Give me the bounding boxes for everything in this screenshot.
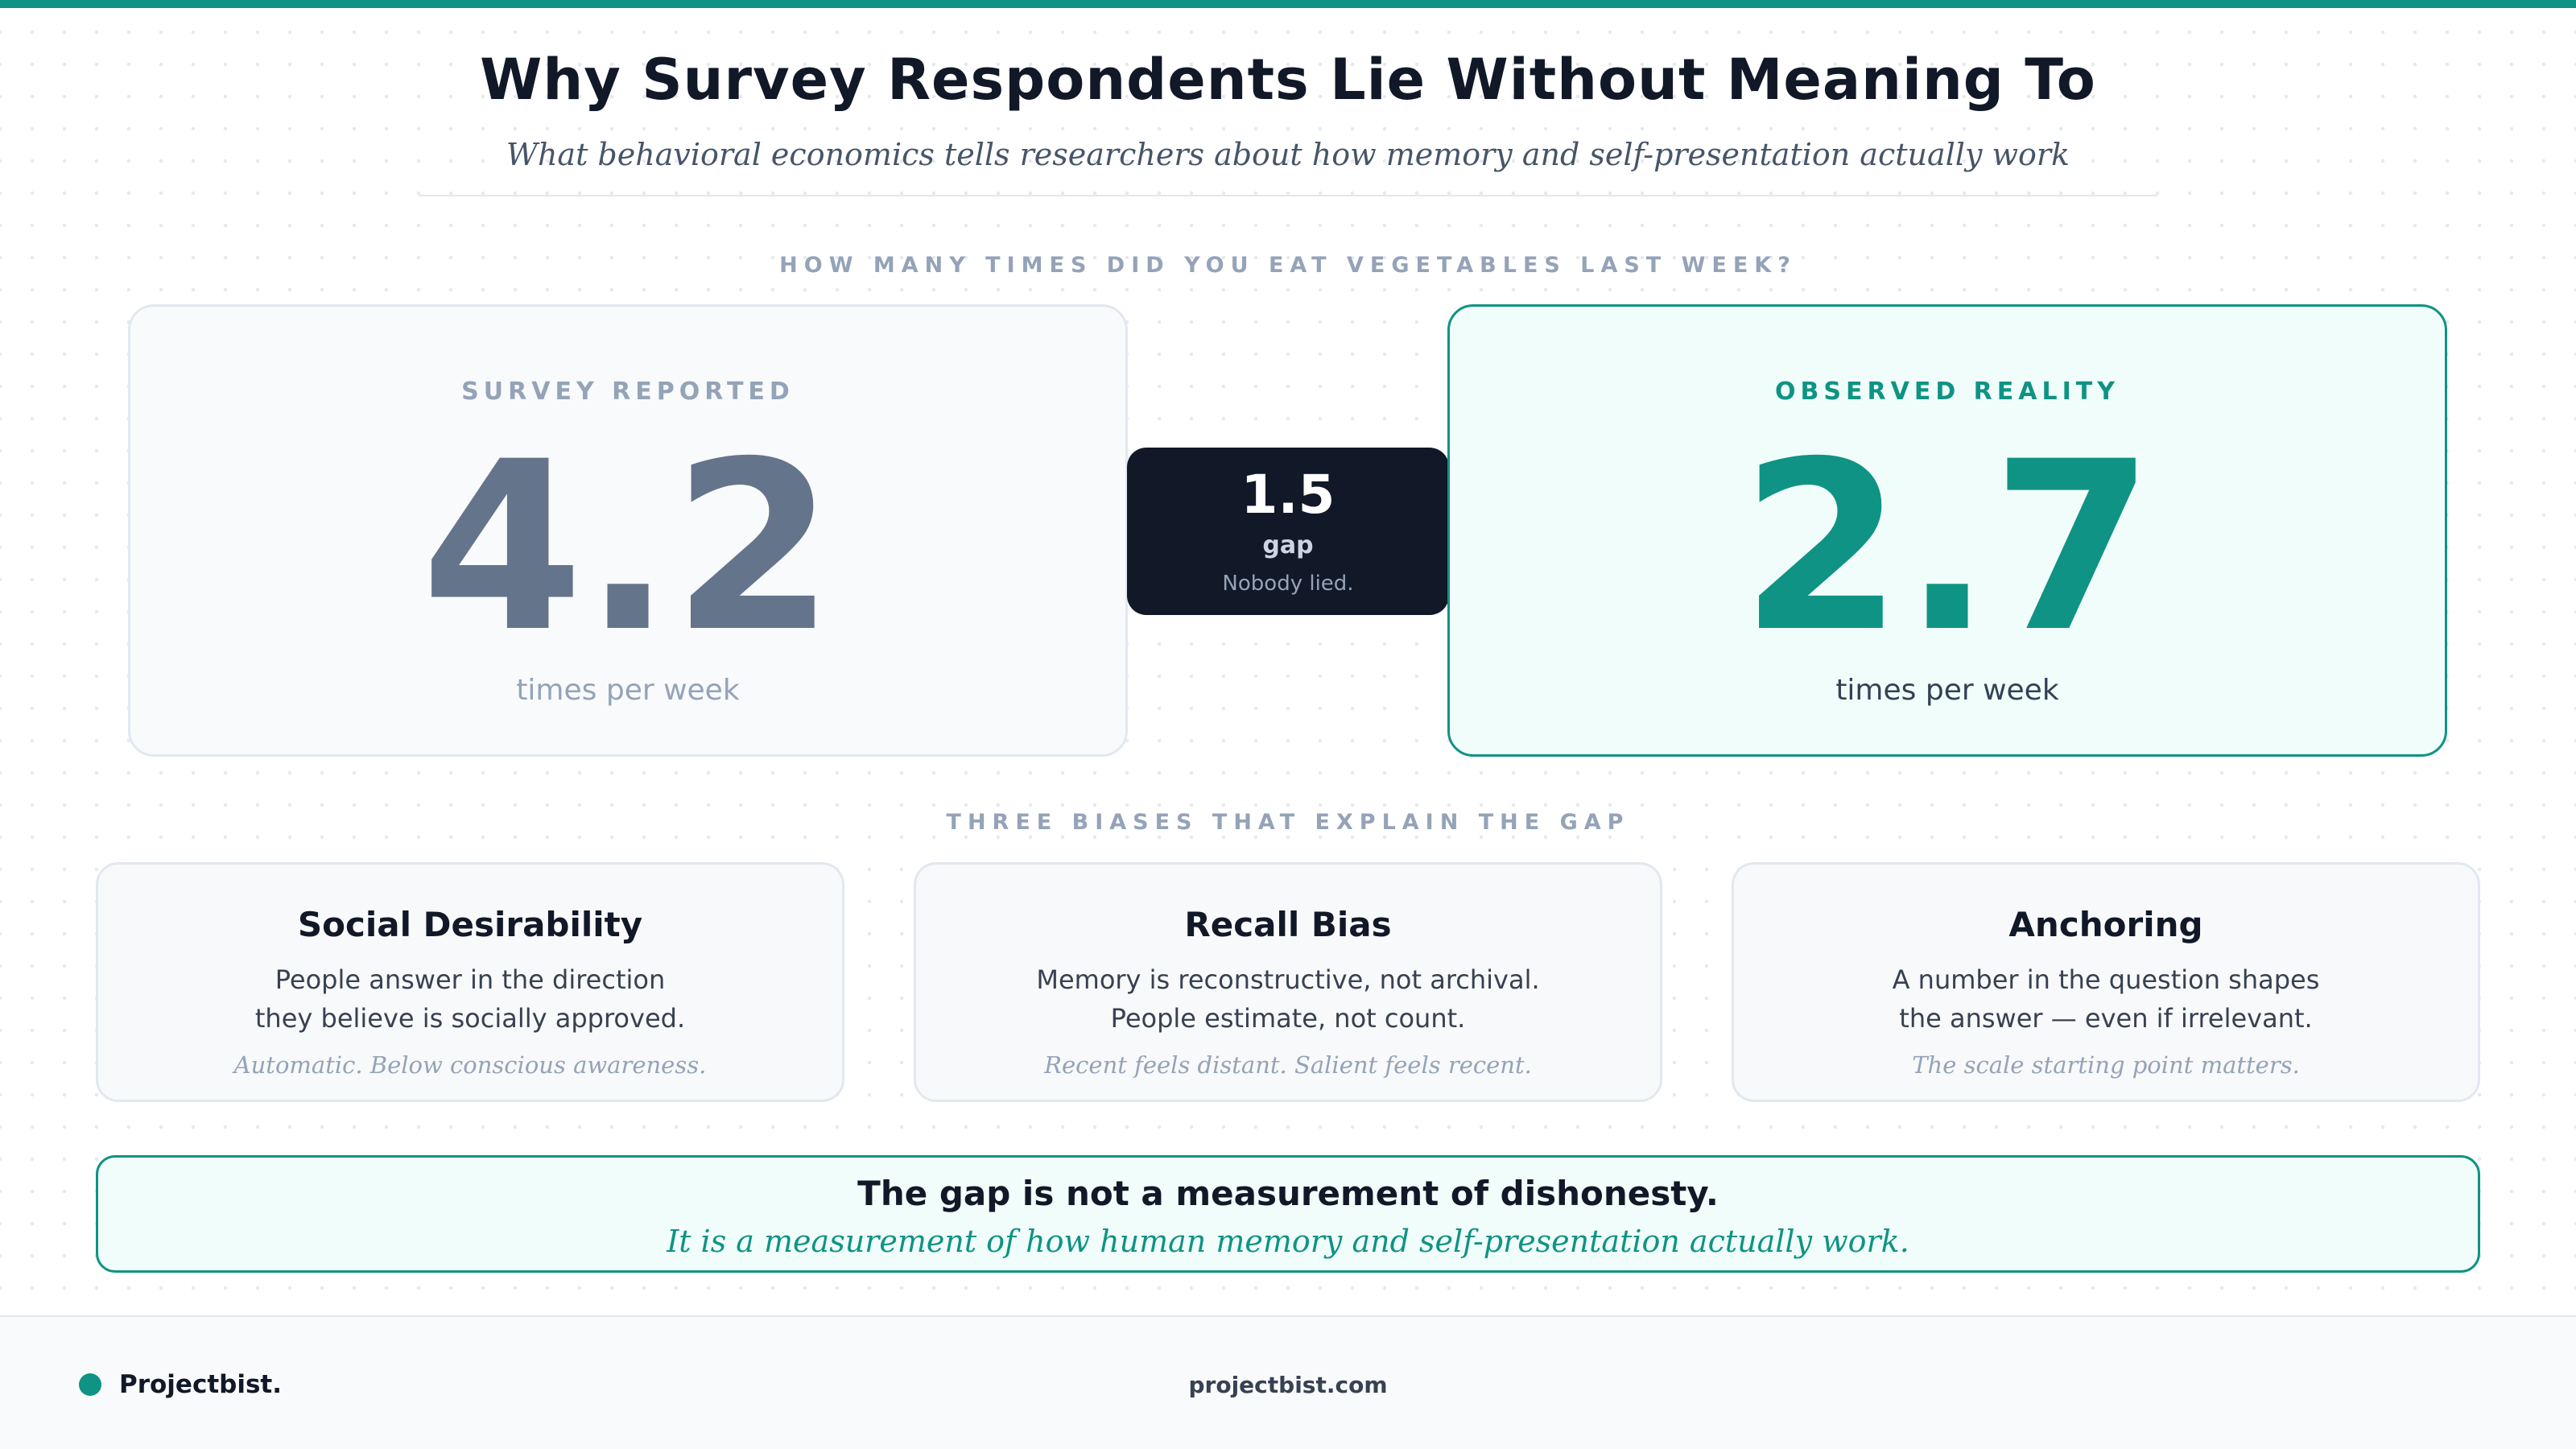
bias-title: Anchoring <box>2008 905 2203 944</box>
observed-reality-label: OBSERVED REALITY <box>1775 378 2120 406</box>
bias-description-line: the answer — even if irrelevant. <box>1899 1003 2313 1034</box>
survey-reported-label: SURVEY REPORTED <box>461 378 795 406</box>
gap-badge: 1.5 gap Nobody lied. <box>1127 448 1449 615</box>
bias-description-line: People answer in the direction <box>275 964 666 995</box>
site-url: projectbist.com <box>1188 1372 1388 1398</box>
bias-card-social-desirability: Social Desirability People answer in the… <box>96 862 844 1102</box>
bias-card-recall-bias: Recall Bias Memory is reconstructive, no… <box>914 862 1662 1102</box>
bias-note: The scale starting point matters. <box>1912 1051 2300 1079</box>
bias-note: Automatic. Below conscious awareness. <box>233 1051 707 1079</box>
survey-reported-card: SURVEY REPORTED 4.2 times per week <box>128 304 1128 757</box>
brand-dot-icon <box>79 1373 101 1396</box>
gap-label: gap <box>1262 531 1314 559</box>
brand-name: Projectbist. <box>119 1370 283 1399</box>
observed-reality-card: OBSERVED REALITY 2.7 times per week <box>1447 304 2447 757</box>
gap-value: 1.5 <box>1241 464 1335 526</box>
bias-title: Social Desirability <box>297 905 643 944</box>
survey-reported-unit: times per week <box>516 674 740 707</box>
observed-reality-unit: times per week <box>1835 674 2059 707</box>
top-accent-bar <box>0 0 2576 8</box>
bias-title: Recall Bias <box>1184 905 1392 944</box>
bias-description-line: A number in the question shapes <box>1892 964 2320 995</box>
bias-note: Recent feels distant. Salient feels rece… <box>1044 1051 1532 1079</box>
gap-note: Nobody lied. <box>1222 572 1354 596</box>
footer: Projectbist. projectbist.com <box>0 1315 2576 1449</box>
question-label: HOW MANY TIMES DID YOU EAT VEGETABLES LA… <box>779 253 1797 278</box>
conclusion-callout: The gap is not a measurement of dishones… <box>96 1155 2480 1273</box>
biases-section-label: THREE BIASES THAT EXPLAIN THE GAP <box>946 810 1630 835</box>
observed-reality-value: 2.7 <box>1740 412 2154 683</box>
bias-description-line: they believe is socially approved. <box>254 1003 686 1034</box>
page-title: Why Survey Respondents Lie Without Meani… <box>480 47 2096 113</box>
bias-card-anchoring: Anchoring A number in the question shape… <box>1732 862 2480 1102</box>
callout-subtitle: It is a measurement of how human memory … <box>667 1224 1909 1259</box>
callout-title: The gap is not a measurement of dishones… <box>857 1174 1719 1213</box>
page-subtitle: What behavioral economics tells research… <box>506 137 2070 172</box>
survey-reported-value: 4.2 <box>421 412 835 683</box>
bias-description-line: Memory is reconstructive, not archival. <box>1036 964 1540 995</box>
header-divider <box>419 195 2157 196</box>
bias-description-line: People estimate, not count. <box>1110 1003 1466 1034</box>
